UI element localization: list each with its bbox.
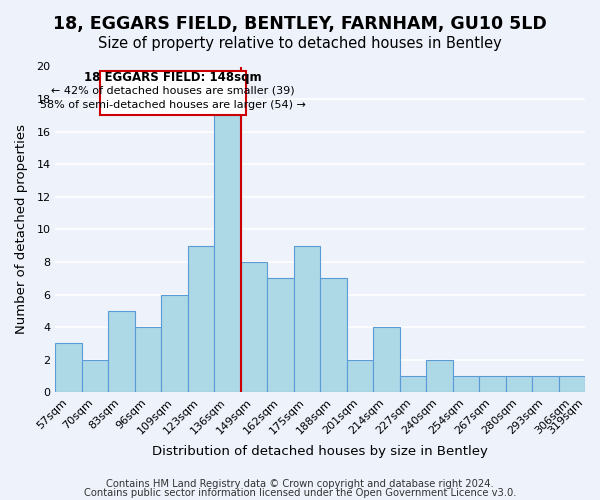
Bar [241, 262, 267, 392]
Bar [452, 376, 479, 392]
Bar [320, 278, 347, 392]
Bar [267, 278, 293, 392]
Text: Contains HM Land Registry data © Crown copyright and database right 2024.: Contains HM Land Registry data © Crown c… [106, 479, 494, 489]
Text: 58% of semi-detached houses are larger (54) →: 58% of semi-detached houses are larger (… [40, 100, 306, 110]
Bar [188, 246, 214, 392]
Bar [161, 294, 188, 392]
X-axis label: Distribution of detached houses by size in Bentley: Distribution of detached houses by size … [152, 444, 488, 458]
Text: 18, EGGARS FIELD, BENTLEY, FARNHAM, GU10 5LD: 18, EGGARS FIELD, BENTLEY, FARNHAM, GU10… [53, 15, 547, 33]
Bar [293, 246, 320, 392]
Bar [479, 376, 506, 392]
Bar [400, 376, 426, 392]
Text: Contains public sector information licensed under the Open Government Licence v3: Contains public sector information licen… [84, 488, 516, 498]
Bar [82, 360, 108, 392]
FancyBboxPatch shape [100, 70, 246, 115]
Bar [373, 327, 400, 392]
Bar [214, 116, 241, 392]
Bar [135, 327, 161, 392]
Bar [347, 360, 373, 392]
Bar [559, 376, 585, 392]
Text: 18 EGGARS FIELD: 148sqm: 18 EGGARS FIELD: 148sqm [85, 72, 262, 85]
Bar [532, 376, 559, 392]
Text: ← 42% of detached houses are smaller (39): ← 42% of detached houses are smaller (39… [52, 86, 295, 96]
Text: Size of property relative to detached houses in Bentley: Size of property relative to detached ho… [98, 36, 502, 51]
Bar [108, 311, 135, 392]
Y-axis label: Number of detached properties: Number of detached properties [15, 124, 28, 334]
Bar [506, 376, 532, 392]
Bar [55, 344, 82, 392]
Bar [426, 360, 452, 392]
